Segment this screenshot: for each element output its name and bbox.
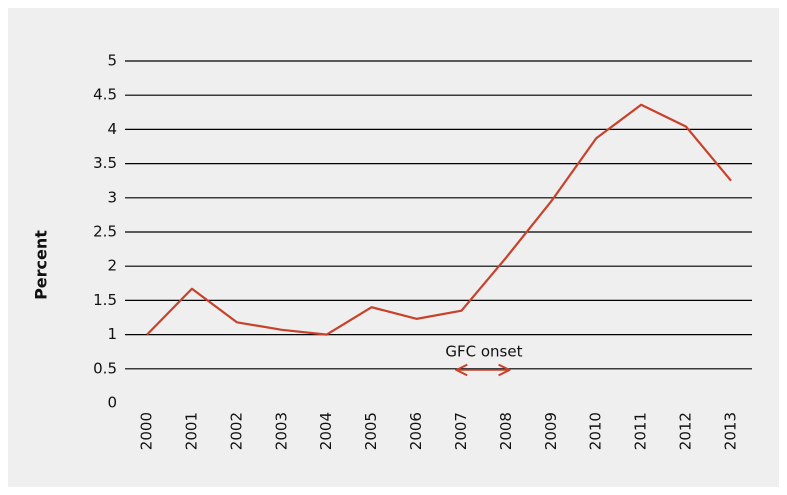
x-tick-label: 2003 (272, 412, 290, 450)
x-tick-label: 2001 (182, 412, 200, 450)
y-tick-label: 2 (107, 257, 117, 275)
x-tick-label: 2012 (677, 412, 695, 450)
x-tick-label: 2013 (722, 412, 740, 450)
y-tick-label: 4.5 (93, 86, 117, 104)
y-axis-label: Percent (32, 230, 51, 300)
x-tick-label: 2007 (452, 412, 470, 450)
x-tick-label: 2011 (632, 412, 650, 450)
x-tick-label: 2005 (362, 412, 380, 450)
y-tick-label: 2.5 (93, 223, 117, 241)
x-tick-label: 2000 (138, 412, 156, 450)
y-tick-label: 0.5 (93, 359, 117, 377)
x-tick-label: 2002 (227, 412, 245, 450)
x-tick-label: 2008 (497, 412, 515, 450)
y-tick-label: 5 (107, 52, 117, 70)
x-tick-label: 2006 (407, 412, 425, 450)
chart-background (8, 8, 779, 487)
y-tick-label: 0 (107, 394, 117, 412)
data-line (146, 103, 732, 336)
annotation: GFC onset (445, 343, 522, 361)
y-tick-label: 3 (107, 188, 117, 206)
x-tick-label: 2009 (542, 412, 560, 450)
y-tick-label: 1.5 (93, 291, 117, 309)
x-tick-label: 2004 (317, 412, 335, 450)
y-tick-label: 3.5 (93, 154, 117, 172)
y-tick-label: 1 (107, 325, 117, 343)
y-tick-label: 4 (107, 120, 117, 138)
x-tick-label: 2010 (587, 412, 605, 450)
